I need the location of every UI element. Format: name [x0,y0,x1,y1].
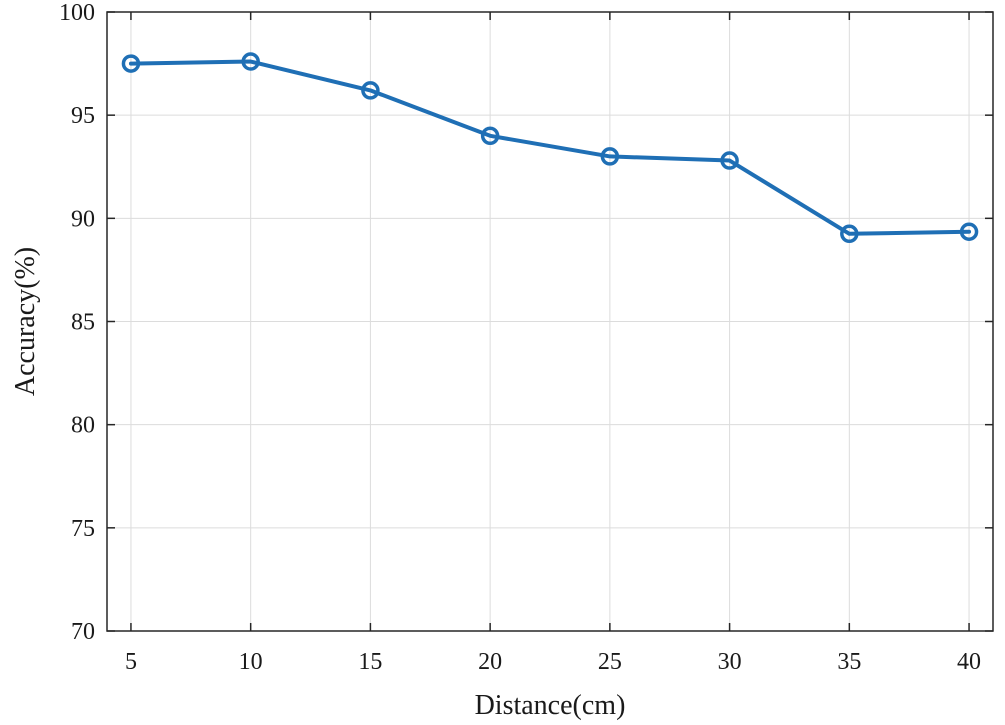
x-tick-label: 20 [478,649,502,675]
tick-labels: 5 10 15 20 25 30 35 40 70 75 80 85 90 95 100 [59,0,981,675]
data-point-marker [840,224,859,244]
x-tick-label: 10 [239,649,263,675]
grid [107,11,993,632]
data-point-marker [241,52,260,71]
data-point-marker [121,54,141,73]
y-tick-label: 95 [71,103,95,129]
plot-area-frame [106,11,994,632]
x-tick-label: 40 [957,649,981,675]
x-tick-label: 25 [598,649,622,675]
y-tick-label: 70 [71,619,95,645]
x-tick-label: 15 [358,649,382,675]
x-axis-title: Distance(cm) [475,690,626,721]
y-tick-label: 85 [71,310,95,336]
y-tick-label: 75 [71,516,95,542]
series-layer [121,52,979,244]
x-tick-label: 35 [837,649,861,675]
data-point-marker [720,151,739,170]
data-point-marker [361,81,380,100]
data-point-marker [600,147,620,166]
y-tick-label: 90 [71,206,95,232]
x-tick-label: 30 [718,649,742,675]
data-point-marker [959,222,979,241]
series-line [128,59,972,236]
y-tick-label: 100 [59,0,95,26]
x-tick-label: 5 [125,649,137,675]
data-point-marker [480,126,500,146]
y-tick-label: 80 [71,413,95,439]
y-axis-title: Accuracy(%) [10,247,41,396]
